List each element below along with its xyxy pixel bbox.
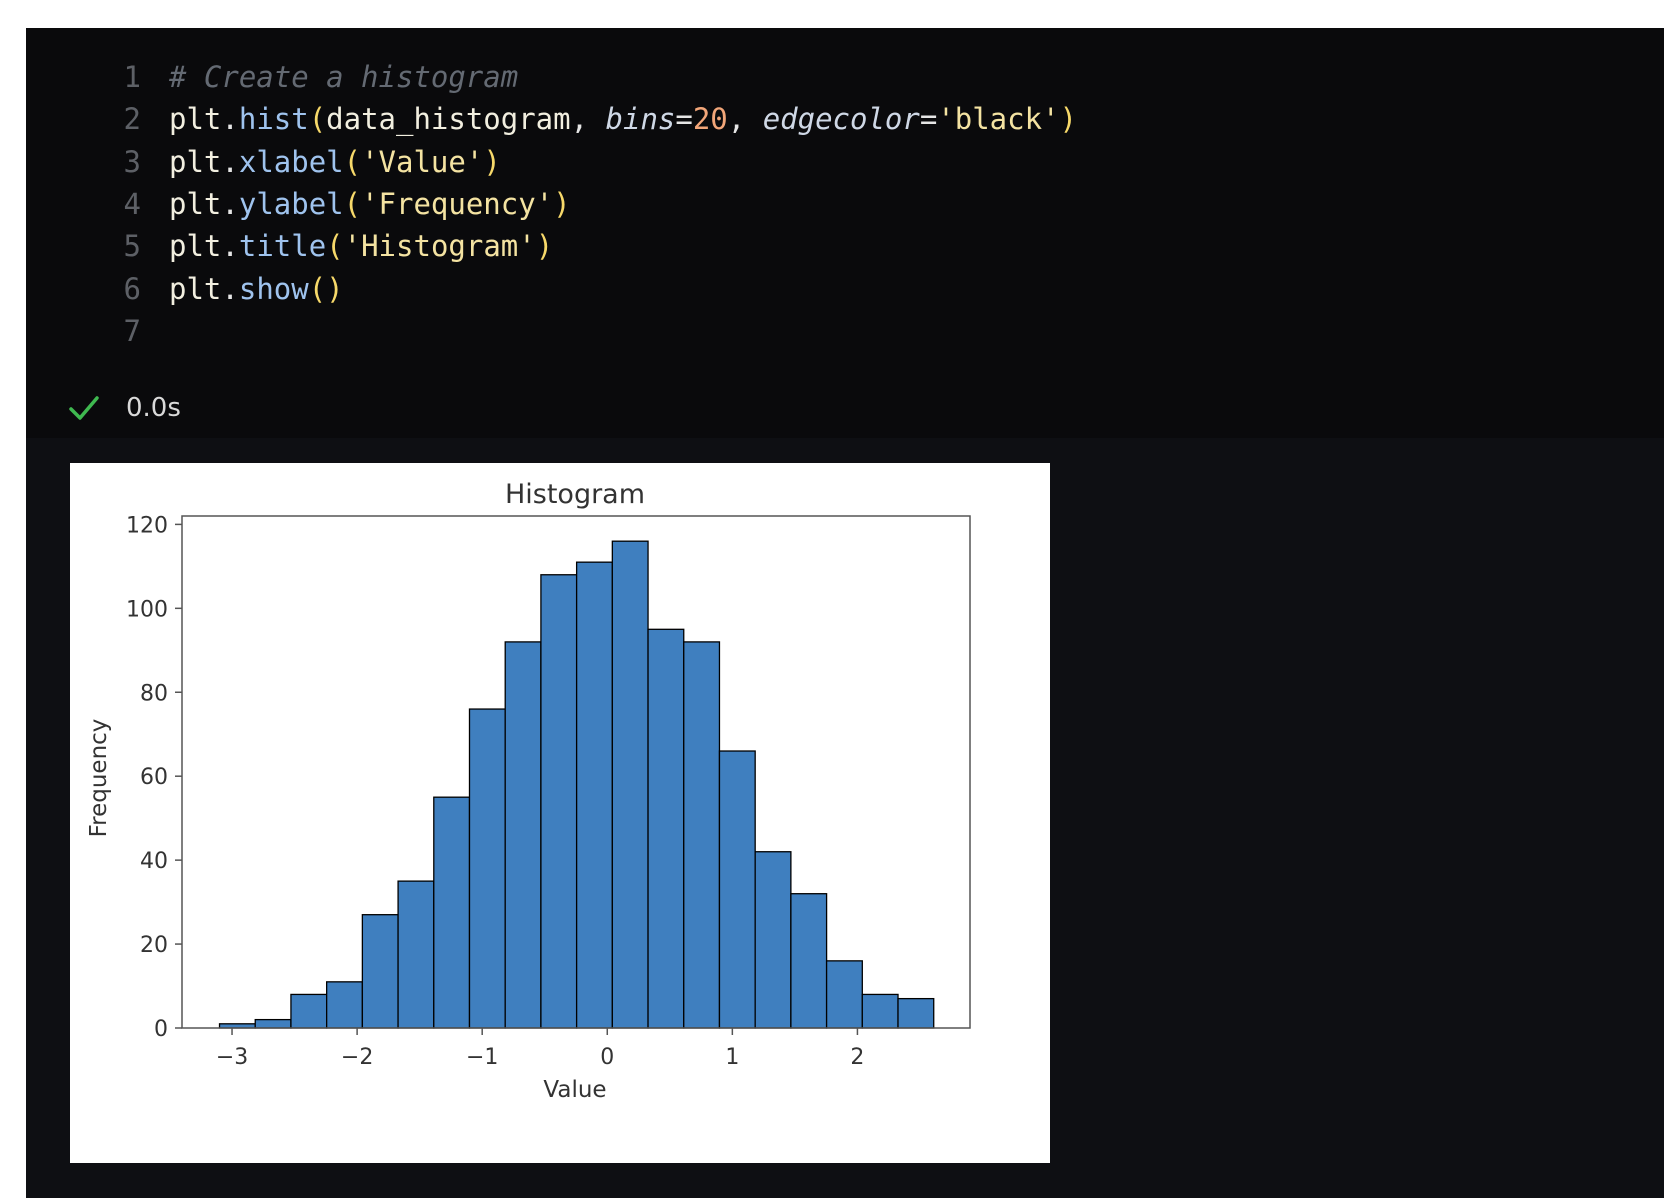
- histogram-bar: [861, 993, 899, 1029]
- histogram-bar: [897, 997, 935, 1029]
- code-text: plt.show(): [169, 267, 344, 312]
- histogram-bar: [754, 851, 792, 1029]
- code-token: (: [343, 186, 362, 221]
- y-tick-label: 40: [140, 849, 168, 874]
- code-token: 'Histogram': [343, 229, 536, 264]
- code-token: 20: [692, 102, 728, 137]
- histogram-bar: [540, 574, 578, 1029]
- code-token: 'Value': [361, 144, 484, 179]
- histogram-bar: [397, 880, 435, 1029]
- line-number: 3: [123, 144, 141, 179]
- chart-title: Histogram: [505, 479, 645, 510]
- histogram-bar: [468, 708, 506, 1029]
- code-token: data_histogram: [326, 102, 571, 137]
- code-token: plt: [169, 144, 222, 179]
- histogram-bar: [326, 981, 364, 1029]
- code-token: .: [221, 271, 239, 306]
- cell-output: Histogram 0 20 40 60 80 100 120 −3 −2 −1 0 1 2 Valu…: [70, 463, 1050, 1163]
- execution-status: 0.0s: [66, 388, 181, 428]
- histogram-bar: [825, 960, 863, 1029]
- plot-frame: [181, 515, 971, 1029]
- code-token: plt: [169, 186, 222, 221]
- code-token: xlabel: [238, 144, 344, 179]
- x-tick-label: −2: [341, 1045, 373, 1070]
- code-text: plt.ylabel('Frequency'): [169, 182, 571, 227]
- code-token: title: [238, 229, 327, 264]
- line-number: 4: [123, 186, 141, 221]
- code-token: .: [221, 102, 239, 137]
- code-text: plt.title('Histogram'): [169, 224, 553, 269]
- code-token: # Create a histogram: [169, 60, 519, 94]
- y-tick-label: 0: [154, 1017, 168, 1042]
- y-tick-label: 120: [126, 513, 168, 538]
- code-text: plt.xlabel('Value'): [169, 140, 501, 185]
- code-token: 'black': [937, 102, 1060, 137]
- line-number: 6: [123, 271, 141, 306]
- code-token: .: [221, 186, 239, 221]
- x-tick-label: −3: [216, 1045, 248, 1070]
- execution-time: 0.0s: [126, 393, 181, 423]
- y-tick-label: 80: [140, 681, 168, 706]
- x-axis-label: Value: [543, 1077, 606, 1103]
- x-tick-label: 1: [725, 1045, 739, 1070]
- y-tick-label: 20: [140, 933, 168, 958]
- code-token: (: [308, 102, 327, 137]
- code-token: bins: [605, 102, 676, 137]
- code-text: # Create a histogram: [169, 55, 518, 100]
- code-token: ): [1059, 102, 1077, 137]
- code-token: ): [553, 186, 571, 221]
- code-token: .: [221, 144, 239, 179]
- code-token: plt: [169, 271, 222, 306]
- code-token: hist: [238, 102, 309, 137]
- line-number: 7: [123, 313, 141, 348]
- y-tick-label: 60: [140, 765, 168, 790]
- code-editor[interactable]: 1 # Create a histogram 2 plt.hist(data_hist…: [26, 28, 1664, 438]
- code-token: =: [919, 102, 938, 137]
- code-token: ): [483, 144, 501, 179]
- code-token: (): [308, 271, 344, 306]
- line-number: 1: [123, 60, 141, 94]
- x-tick-label: 2: [850, 1045, 864, 1070]
- histogram-bar: [433, 796, 471, 1029]
- code-text: plt.hist(data_histogram, bins=20, edgeco…: [169, 97, 1077, 142]
- x-tick-label: −1: [466, 1045, 498, 1070]
- code-token: ,: [727, 102, 763, 137]
- code-token: (: [326, 229, 344, 264]
- code-token: .: [221, 229, 239, 264]
- histogram-bar: [575, 561, 613, 1029]
- y-axis-label: Frequency: [86, 719, 112, 838]
- histogram-bar: [254, 1018, 292, 1029]
- x-axis: −3 −2 −1 0 1 2: [216, 1028, 864, 1070]
- code-token: edgecolor: [762, 102, 920, 137]
- histogram-bar: [718, 750, 756, 1029]
- x-tick-label: 0: [600, 1045, 614, 1070]
- histogram-bar: [790, 893, 828, 1029]
- code-token: (: [343, 144, 362, 179]
- histogram-bar: [611, 540, 649, 1029]
- check-icon: [69, 396, 99, 420]
- y-axis: 0 20 40 60 80 100 120: [126, 513, 182, 1042]
- histogram-bar: [504, 641, 542, 1029]
- histogram-bar: [647, 628, 685, 1029]
- code-token: =: [675, 102, 693, 137]
- line-number: 2: [123, 102, 141, 137]
- line-number: 5: [123, 229, 141, 264]
- code-token: ylabel: [238, 186, 344, 221]
- histogram-bar: [683, 641, 721, 1029]
- code-token: plt: [169, 229, 222, 264]
- code-token: 'Frequency': [361, 186, 554, 221]
- notebook-cell[interactable]: 1 # Create a histogram 2 plt.hist(data_hist…: [26, 28, 1664, 1198]
- y-tick-label: 100: [126, 597, 168, 622]
- code-token: ,: [570, 102, 606, 137]
- histogram-chart: Histogram 0 20 40 60 80 100 120 −3 −2 −1 0 1 2 Valu…: [86, 479, 971, 1103]
- histogram-bar: [290, 993, 328, 1029]
- code-token: show: [238, 271, 309, 306]
- code-token: plt: [169, 102, 222, 137]
- bars-group: [218, 540, 935, 1029]
- code-token: ): [535, 229, 554, 264]
- histogram-bar: [361, 914, 399, 1029]
